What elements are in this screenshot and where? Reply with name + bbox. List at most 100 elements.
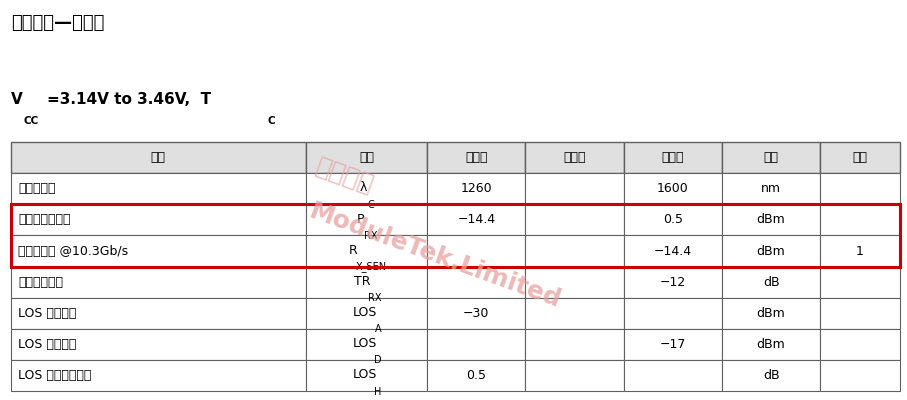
Text: ModuleTek.Limited: ModuleTek.Limited [307,199,564,313]
Bar [525,360,624,391]
Text: R: R [348,244,357,257]
Bar [820,204,900,236]
Text: −30: −30 [463,307,490,320]
Text: dBm: dBm [756,307,785,320]
Text: 备注: 备注 [853,151,867,164]
Text: 接收灵敏度 @10.3Gb/s: 接收灵敏度 @10.3Gb/s [18,244,128,258]
Bar [306,266,427,298]
Bar [820,329,900,360]
Text: LOS 信号生效: LOS 信号生效 [18,307,76,320]
Bar [525,236,624,266]
Text: dBm: dBm [756,338,785,351]
Bar [722,360,820,391]
Text: 光学特性—接收机: 光学特性—接收机 [11,14,104,32]
Bar [427,173,525,204]
Bar [722,173,820,204]
Text: 接收机反射率: 接收机反射率 [18,276,63,289]
Bar [11,298,306,329]
Bar [525,204,624,236]
Bar [11,204,306,236]
Text: 1: 1 [856,244,863,258]
Bar [722,266,820,298]
Text: dB: dB [763,276,779,289]
Bar [624,266,722,298]
Text: 1600: 1600 [657,182,688,195]
Bar [624,360,722,391]
Text: −14.4: −14.4 [654,244,692,258]
Bar [722,142,820,173]
Text: TR: TR [354,275,370,288]
Text: H: H [375,387,382,397]
Text: LOS: LOS [353,337,377,350]
Bar [11,329,306,360]
Bar [722,298,820,329]
Text: P: P [357,212,365,226]
Bar [306,173,427,204]
Text: 参数: 参数 [151,151,166,164]
Text: LOS 信号失效: LOS 信号失效 [18,338,76,351]
Text: V: V [11,92,23,107]
Bar [722,204,820,236]
Bar [820,173,900,204]
Text: 光中心波长: 光中心波长 [18,182,55,195]
Bar [820,360,900,391]
Bar [11,236,306,266]
Bar [427,266,525,298]
Bar [427,329,525,360]
Text: λ: λ [360,182,367,194]
Bar [624,329,722,360]
Bar [427,298,525,329]
Bar [525,298,624,329]
Text: dBm: dBm [756,213,785,226]
Text: −17: −17 [659,338,686,351]
Bar [624,142,722,173]
Bar [427,360,525,391]
Text: dBm: dBm [756,244,785,258]
Text: −14.4: −14.4 [457,213,495,226]
Bar [11,360,306,391]
Text: RX: RX [368,293,382,303]
Text: 平均接收光功率: 平均接收光功率 [18,213,71,226]
Bar [11,204,900,266]
Text: C: C [367,200,374,210]
Text: LOS 信号迟滞区间: LOS 信号迟滞区间 [18,369,92,382]
Text: 典型值: 典型值 [563,151,586,164]
Bar [11,266,306,298]
Bar [525,329,624,360]
Bar [427,204,525,236]
Bar [525,142,624,173]
Text: LOS: LOS [353,306,377,319]
Bar [624,173,722,204]
Text: 最大值: 最大值 [661,151,684,164]
Text: 摩索光通: 摩索光通 [312,154,377,198]
Bar [820,266,900,298]
Bar [820,298,900,329]
Text: CC: CC [24,116,39,126]
Bar [427,236,525,266]
Text: 最小值: 最小值 [465,151,488,164]
Bar [525,173,624,204]
Text: −12: −12 [659,276,686,289]
Bar [820,236,900,266]
Text: A: A [375,324,381,334]
Text: 0.5: 0.5 [663,213,683,226]
Bar [820,142,900,173]
Text: nm: nm [761,182,781,195]
Bar [525,266,624,298]
Bar [624,204,722,236]
Bar [722,329,820,360]
Bar [306,204,427,236]
Text: 0.5: 0.5 [466,369,486,382]
Bar [11,173,306,204]
Text: 1260: 1260 [461,182,493,195]
Text: 符号: 符号 [359,151,374,164]
Text: =3.14V to 3.46V,  T: =3.14V to 3.46V, T [47,92,211,107]
Bar [306,298,427,329]
Bar [427,142,525,173]
Text: 单位: 单位 [764,151,778,164]
Bar [624,298,722,329]
Text: dB: dB [763,369,779,382]
Bar [306,360,427,391]
Text: D: D [375,356,382,366]
Text: C: C [268,116,275,126]
